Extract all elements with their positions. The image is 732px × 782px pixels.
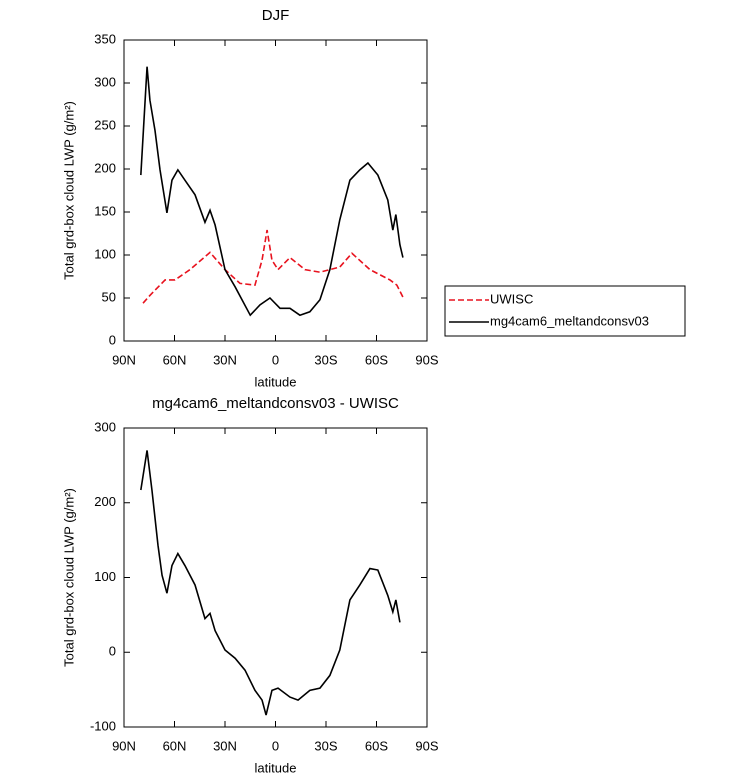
- x-tick-label: 90S: [415, 352, 438, 367]
- x-tick-label: 60S: [365, 738, 388, 753]
- y-tick-label: 300: [94, 419, 116, 434]
- y-axis-label: Total grd-box cloud LWP (g/m²): [61, 488, 76, 667]
- y-tick-label: 100: [94, 569, 116, 584]
- x-tick-label: 60S: [365, 352, 388, 367]
- series-line: [140, 66, 404, 317]
- x-tick-label: 0: [272, 352, 279, 367]
- x-tick-label: 60N: [163, 738, 187, 753]
- series-line: [140, 450, 401, 716]
- chart-title: mg4cam6_meltandconsv03 - UWISC: [152, 395, 399, 412]
- x-axis-label: latitude: [255, 374, 297, 389]
- x-tick-label: 60N: [163, 352, 187, 367]
- y-tick-label: 350: [94, 31, 116, 46]
- x-tick-label: 0: [272, 738, 279, 753]
- y-tick-label: 200: [94, 494, 116, 509]
- x-tick-label: 90S: [415, 738, 438, 753]
- chart-title: DJF: [262, 7, 290, 24]
- legend-box: [444, 285, 686, 337]
- x-tick-label: 30S: [314, 352, 337, 367]
- y-tick-label: 0: [109, 332, 116, 347]
- y-tick-label: 300: [94, 74, 116, 89]
- x-tick-label: 30S: [314, 738, 337, 753]
- y-tick-label: 250: [94, 117, 116, 132]
- legend-label: UWISC: [490, 291, 533, 306]
- y-tick-label: 50: [102, 289, 116, 304]
- y-axis-label: Total grd-box cloud LWP (g/m²): [61, 101, 76, 280]
- plot-frame: [123, 39, 428, 342]
- y-tick-label: -100: [90, 718, 116, 733]
- y-tick-label: 100: [94, 246, 116, 261]
- x-tick-label: 90N: [112, 352, 136, 367]
- x-tick-label: 30N: [213, 352, 237, 367]
- legend-label: mg4cam6_meltandconsv03: [490, 313, 649, 328]
- x-tick-label: 30N: [213, 738, 237, 753]
- y-tick-label: 150: [94, 203, 116, 218]
- x-axis-label: latitude: [255, 760, 297, 775]
- y-tick-label: 0: [109, 644, 116, 659]
- series-line: [142, 229, 404, 304]
- y-tick-label: 200: [94, 160, 116, 175]
- x-tick-label: 90N: [112, 738, 136, 753]
